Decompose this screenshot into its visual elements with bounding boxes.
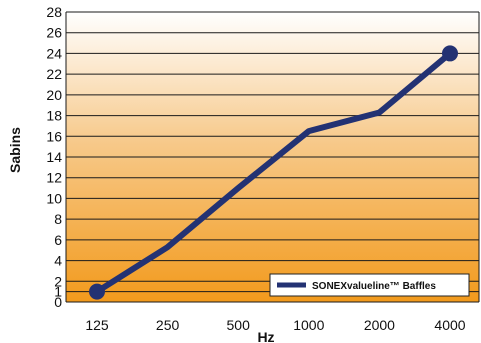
y-tick-label: 26 bbox=[46, 25, 62, 41]
y-tick-label: 10 bbox=[46, 190, 62, 206]
y-tick-label: 28 bbox=[46, 4, 62, 20]
y-tick-label: 24 bbox=[46, 45, 62, 61]
x-tick-label: 125 bbox=[85, 317, 109, 333]
series-line bbox=[94, 50, 453, 295]
y-tick-label: 16 bbox=[46, 128, 62, 144]
y-tick-label: 20 bbox=[46, 87, 62, 103]
y-tick-label: 18 bbox=[46, 108, 62, 124]
y-tick-label: 14 bbox=[46, 149, 62, 165]
x-tick-label: 500 bbox=[227, 317, 251, 333]
y-tick-label: 6 bbox=[54, 232, 62, 248]
series-layer bbox=[89, 45, 458, 300]
legend: SONEXvalueline™ Baffles bbox=[269, 273, 470, 297]
legend-label: SONEXvalueline™ Baffles bbox=[312, 281, 436, 292]
gridlines bbox=[65, 11, 480, 303]
x-axis-title: Hz bbox=[257, 329, 274, 343]
legend-box bbox=[269, 273, 470, 297]
y-tick-label: 0 bbox=[54, 294, 62, 310]
y-axis-title: Sabins bbox=[7, 127, 23, 173]
x-tick-label: 1000 bbox=[293, 317, 324, 333]
y-tick-label: 12 bbox=[46, 170, 62, 186]
data-point-125 bbox=[89, 283, 105, 300]
x-tick-label: 250 bbox=[156, 317, 180, 333]
y-tick-label: 4 bbox=[54, 253, 62, 269]
x-tick-label: 4000 bbox=[434, 317, 465, 333]
y-tick-label: 8 bbox=[54, 211, 62, 227]
x-tick-label: 2000 bbox=[364, 317, 395, 333]
y-tick-label: 2 bbox=[54, 273, 62, 289]
y-tick-label: 1 bbox=[54, 284, 62, 300]
y-tick-label: 22 bbox=[46, 66, 62, 82]
x-tick-labels: 125 250 500 1000 2000 4000 bbox=[85, 317, 465, 333]
data-point-4000 bbox=[442, 45, 458, 62]
